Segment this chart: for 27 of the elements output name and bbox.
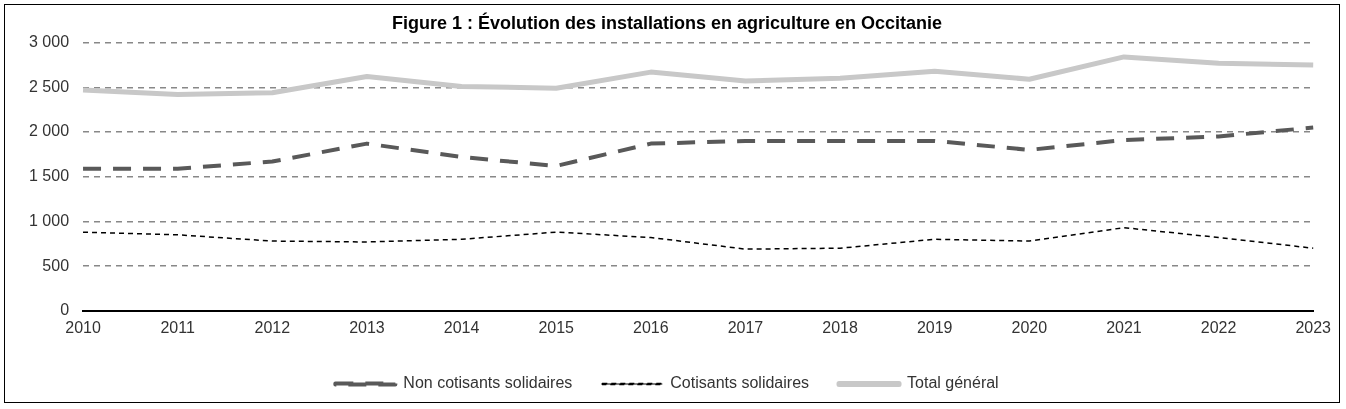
y-tick-label: 3 000: [28, 33, 70, 51]
x-tick-label: 2022: [1200, 318, 1237, 336]
line-series: [81, 125, 1316, 171]
legend-label: Total général: [907, 374, 999, 392]
y-tick-label: 2 000: [28, 122, 70, 140]
x-tick-label: 2011: [160, 318, 195, 336]
x-tick-label: 2023: [1295, 318, 1332, 336]
x-tick-label: 2018: [822, 318, 858, 336]
x-tick-label: 2012: [254, 318, 291, 336]
y-tick-label: 0: [60, 301, 70, 319]
legend-label: Cotisants solidaires: [670, 374, 810, 392]
legend-label: Non cotisants solidaires: [403, 374, 573, 392]
x-tick-label: 2016: [633, 318, 669, 336]
y-tick-label: 500: [42, 256, 70, 274]
y-tick-label: 1 000: [28, 211, 70, 229]
x-tick-label: 2014: [443, 318, 480, 336]
x-tick-label: 2017: [727, 318, 764, 336]
chart-title: Figure 1 : Évolution des installations en agriculture en Occitanie: [391, 11, 943, 33]
line-series: [82, 226, 1314, 250]
x-tick-label: 2019: [916, 318, 953, 336]
x-tick-label: 2010: [65, 318, 101, 336]
x-tick-label: 2013: [349, 318, 385, 336]
x-tick-label: 2015: [538, 318, 575, 336]
x-tick-label: 2020: [1011, 318, 1048, 336]
y-tick-label: 1 500: [28, 167, 70, 185]
x-tick-label: 2021: [1106, 318, 1142, 336]
y-tick-label: 2 500: [28, 77, 70, 95]
